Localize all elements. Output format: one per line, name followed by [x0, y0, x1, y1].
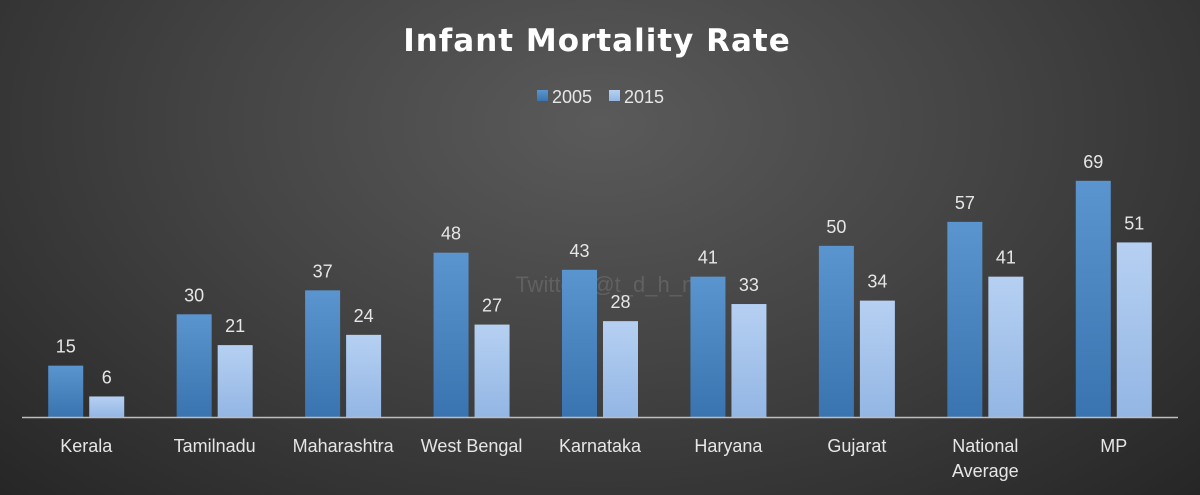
bar-maharashtra-2005	[305, 290, 341, 417]
bar-haryana-2005	[690, 276, 726, 417]
data-label-tamilnadu-2015: 21	[225, 316, 245, 336]
plot-area	[48, 180, 1152, 417]
category-label-west-bengal: West Bengal	[421, 436, 523, 456]
bar-gujarat-2005	[818, 245, 854, 417]
data-label-mp-2015: 51	[1124, 213, 1144, 233]
bar-kerala-2005	[48, 365, 84, 417]
data-label-karnataka-2015: 28	[610, 292, 630, 312]
bar-tamilnadu-2015	[217, 345, 253, 417]
chart-title: Infant Mortality Rate	[403, 23, 791, 59]
bar-national-average-2005	[947, 221, 983, 417]
bar-kerala-2015	[89, 396, 125, 417]
category-label-haryana: Haryana	[694, 436, 763, 456]
bar-west-bengal-2005	[433, 252, 469, 417]
bar-karnataka-2005	[562, 269, 597, 417]
legend-swatch-2015	[609, 90, 620, 101]
category-label-tamilnadu: Tamilnadu	[174, 436, 256, 456]
data-label-gujarat-2015: 34	[867, 272, 887, 292]
category-label-gujarat: Gujarat	[827, 436, 886, 456]
bar-mp-2015	[1116, 242, 1152, 417]
data-label-mp-2005: 69	[1083, 152, 1103, 172]
data-label-karnataka-2005: 43	[569, 241, 589, 261]
bar-karnataka-2015	[603, 321, 638, 417]
legend-label-2015: 2015	[624, 87, 664, 107]
bar-west-bengal-2015	[474, 324, 510, 417]
legend-label-2005: 2005	[552, 87, 592, 107]
data-label-west-bengal-2005: 48	[441, 224, 461, 244]
category-label-maharashtra: Maharashtra	[293, 436, 395, 456]
data-label-kerala-2005: 15	[56, 337, 76, 357]
category-label-kerala: Kerala	[60, 436, 113, 456]
data-label-national-average-2005: 57	[955, 193, 975, 213]
watermark-text: Twitter: @t_d_h_n_a	[515, 272, 719, 297]
data-label-gujarat-2005: 50	[826, 217, 846, 237]
category-label-karnataka: Karnataka	[559, 436, 642, 456]
category-label-national-average: National Average	[952, 436, 1019, 481]
data-label-maharashtra-2015: 24	[354, 306, 374, 326]
data-label-tamilnadu-2005: 30	[184, 285, 204, 305]
data-label-national-average-2015: 41	[996, 248, 1016, 268]
bar-gujarat-2015	[859, 300, 895, 417]
category-label-mp: MP	[1100, 436, 1127, 456]
bar-tamilnadu-2005	[176, 314, 212, 417]
data-label-maharashtra-2005: 37	[313, 261, 333, 281]
data-label-haryana-2015: 33	[739, 275, 759, 295]
data-label-haryana-2005: 41	[698, 248, 718, 268]
bar-haryana-2015	[731, 304, 767, 417]
data-label-kerala-2015: 6	[102, 367, 112, 387]
bar-maharashtra-2015	[346, 334, 382, 417]
legend: 2005 2015	[537, 87, 664, 107]
legend-swatch-2005	[537, 90, 548, 101]
data-label-west-bengal-2015: 27	[482, 296, 502, 316]
bar-mp-2005	[1075, 180, 1111, 417]
bar-national-average-2015	[988, 276, 1024, 417]
